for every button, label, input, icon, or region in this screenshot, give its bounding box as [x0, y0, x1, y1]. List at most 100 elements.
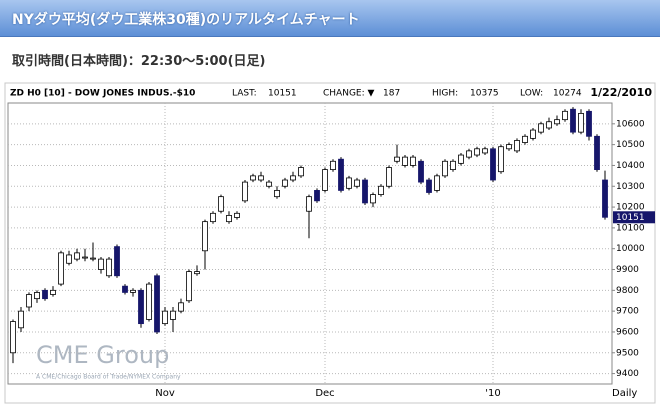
candle-body [458, 154, 464, 164]
y-tick-label: 10400 [616, 161, 645, 171]
candle-body [506, 144, 512, 150]
y-tick-label: 10200 [616, 203, 645, 213]
info-label: HIGH: [432, 89, 458, 99]
candle-body [282, 179, 288, 187]
candle-body [210, 212, 216, 223]
last-price-tag [613, 211, 655, 224]
candle-body [418, 160, 424, 183]
candle-body [26, 294, 32, 308]
candle-body [242, 181, 248, 202]
candle-body [138, 289, 144, 325]
candle-body [370, 194, 376, 204]
candle-body [18, 310, 24, 329]
candle-body [250, 175, 256, 181]
candle-body [578, 113, 584, 133]
candle-body [306, 196, 312, 212]
logo-caption: A CME/Chicago Board of Trade/NYMEX Compa… [36, 374, 181, 381]
candle-body [378, 185, 384, 195]
candle-body [34, 292, 40, 300]
page-title: NYダウ平均(ダウ工業株30種)のリアルタイムチャート [12, 12, 360, 28]
candle-body [426, 179, 432, 193]
candle-body [74, 252, 80, 260]
candle-body [330, 160, 336, 171]
candle-body [122, 285, 128, 293]
info-value: 187 [383, 89, 400, 99]
candle-body [186, 271, 192, 302]
period: Daily [612, 388, 637, 399]
y-tick-label: 10300 [616, 182, 645, 192]
candle-body [466, 150, 472, 158]
candle-body [298, 167, 304, 177]
candle-body [562, 110, 568, 121]
candle-body [106, 258, 112, 277]
candle-body [514, 140, 520, 152]
date: 1/22/2010 [590, 86, 652, 99]
candle-body [410, 156, 416, 166]
info-label: CHANGE: ▼ [323, 89, 374, 99]
candle-body [362, 179, 368, 204]
candle-body [170, 310, 176, 320]
x-tick-label: Nov [155, 388, 175, 399]
candle-body [266, 181, 272, 187]
candle-body [154, 275, 160, 333]
candle-body [338, 158, 344, 191]
candle-body [178, 302, 184, 312]
y-tick-label: 9500 [616, 348, 639, 358]
y-tick-label: 10100 [616, 223, 645, 233]
candle-body [594, 135, 600, 171]
candle-body [130, 289, 136, 293]
y-tick-label: 10600 [616, 119, 645, 129]
chart-frame [4, 82, 656, 404]
candle-body [498, 146, 504, 173]
candle-body [394, 156, 400, 162]
trading-hours: 取引時間(日本時間)：22:30～5:00(日足) [12, 54, 266, 69]
candle-body [10, 321, 16, 354]
candle-body [42, 289, 48, 300]
y-tick-label: 9900 [616, 265, 639, 275]
candle-body [602, 179, 608, 218]
candle-body [482, 148, 488, 154]
candle-body [258, 175, 264, 181]
candle-body [538, 123, 544, 133]
info-value: 10274 [553, 89, 582, 99]
candle-body [218, 196, 224, 212]
candle-body [442, 160, 448, 177]
candle-body [50, 289, 56, 295]
candle-body [290, 175, 296, 181]
candle-body [114, 246, 120, 277]
y-tick-label: 10000 [616, 244, 645, 254]
candle-body [162, 310, 168, 325]
candle-body [570, 108, 576, 133]
chart-title: ZD H0 [10] - DOW JONES INDUS.-$10 [10, 89, 195, 99]
candle-body [274, 190, 280, 198]
header-bar: NYダウ平均(ダウ工業株30種)のリアルタイムチャート [0, 0, 660, 37]
info-value: 10375 [470, 89, 499, 99]
last-price-label: 10151 [616, 213, 645, 223]
candle-body [314, 190, 320, 202]
candle-body [146, 283, 152, 320]
candle-body [434, 175, 440, 191]
candle-body [194, 271, 200, 275]
y-tick-label: 10500 [616, 140, 645, 150]
candle-body [322, 169, 328, 191]
candle-body [530, 129, 536, 139]
info-value: 10151 [268, 89, 297, 99]
logo: CME Group [36, 341, 169, 369]
candle-body [66, 254, 72, 264]
info-label: LOW: [520, 89, 543, 99]
y-tick-label: 9400 [616, 369, 639, 379]
candle-body [346, 177, 352, 189]
candle-body [202, 221, 208, 252]
y-tick-label: 9800 [616, 286, 639, 296]
candle-body [546, 121, 552, 129]
x-tick-label: '10 [485, 388, 500, 399]
candle-body [386, 167, 392, 187]
candle-body [354, 179, 360, 187]
candle-body [554, 119, 560, 125]
candle-body [490, 148, 496, 181]
candle-body [226, 214, 232, 223]
y-tick-label: 9600 [616, 327, 639, 337]
info-label: LAST: [232, 89, 257, 99]
candle-body [90, 257, 96, 260]
